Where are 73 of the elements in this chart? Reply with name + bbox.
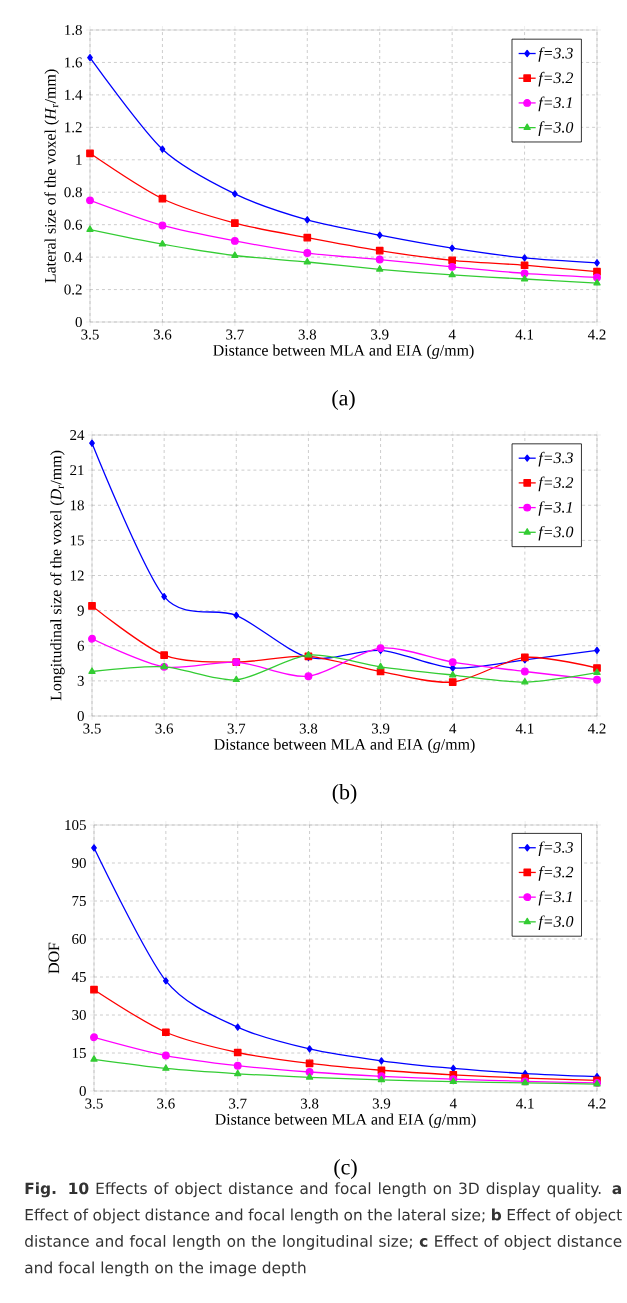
y-tick-label: 9: [77, 605, 84, 616]
y-tick-label: 15: [70, 535, 84, 546]
y-axis-title: Lateral size of the voxel (H$_{r}$/mm): [44, 69, 59, 283]
y-tick-label: 90: [72, 857, 86, 869]
x-tick-label: 3.5: [83, 723, 101, 734]
legend-label: f=3.2: [538, 476, 574, 492]
x-tick-label: 4.1: [515, 723, 534, 734]
y-tick-label: 30: [72, 1009, 86, 1021]
y-tick-label: 1.6: [65, 57, 83, 68]
x-tick-label: 3.8: [299, 723, 318, 734]
y-tick-label: 24: [70, 430, 85, 440]
text: Fig. 10 Effects of object distance and focal length on 3D display quality. a Effect of object distance and focal length on the lateral size; b Effect of object distance and focal length on the longitudinal size; c Effect of object distance and focal length on the image depth: [25, 1182, 622, 1277]
legend-label: f=3.3: [538, 841, 573, 856]
y-tick-label: 15: [72, 1048, 86, 1059]
x-tick-label: 4.2: [587, 329, 606, 340]
x-tick-label: 4.1: [515, 329, 534, 340]
x-tick-label: 3.7: [226, 329, 244, 340]
y-tick-label: 18: [70, 500, 84, 511]
x-tick-label: 3.6: [157, 1098, 175, 1109]
y-axis-title: Longitudinal size of the voxel (D$_{r}$/mm): [50, 450, 65, 701]
text: (c): [334, 1159, 357, 1179]
x-tick-label: 3.7: [229, 1098, 247, 1109]
y-tick-label: 60: [72, 933, 86, 945]
x-tick-label: 3.9: [372, 1098, 391, 1109]
legend-label: f=3.2: [538, 866, 574, 881]
y-tick-label: 12: [70, 570, 84, 581]
y-tick-label: 0: [77, 710, 84, 722]
legend-label: f=3.0: [538, 525, 574, 541]
x-axis-title: Distance between MLA and EIA (g/mm): [214, 738, 475, 753]
y-tick-label: 21: [70, 465, 84, 476]
y-tick-label: 1.8: [65, 24, 82, 36]
y-tick-label: 0: [75, 316, 82, 328]
text: (a): [332, 390, 355, 410]
y-tick-label: 1: [76, 154, 82, 165]
y-tick-label: 105: [65, 819, 86, 831]
x-tick-label: 4.2: [587, 723, 606, 734]
x-tick-label: 3.6: [155, 723, 174, 734]
y-tick-label: 3: [77, 675, 84, 686]
x-tick-label: 4.1: [516, 1098, 534, 1109]
x-tick-label: 4.2: [587, 1098, 606, 1109]
legend-label: f=3.2: [538, 71, 574, 87]
y-axis-title: DOF: [48, 942, 60, 974]
legend-label: f=3.1: [538, 96, 572, 112]
x-tick-label: 3.5: [85, 1098, 103, 1109]
legend-label: f=3.1: [538, 890, 572, 906]
x-tick-label: 3.8: [298, 329, 317, 340]
x-axis-title: Distance between MLA and EIA (g/mm): [213, 344, 474, 359]
x-tick-label: 4: [449, 723, 457, 734]
y-tick-label: 0.2: [64, 284, 82, 295]
legend-label: f=3.1: [538, 501, 572, 516]
x-tick-label: 3.8: [300, 1098, 319, 1109]
x-axis-title: Distance between MLA and EIA (g/mm): [215, 1113, 476, 1128]
x-tick-label: 3.9: [371, 723, 390, 734]
legend-label: f=3.0: [538, 121, 574, 136]
legend-label: f=3.3: [538, 47, 573, 62]
y-tick-label: 0.8: [64, 187, 82, 198]
y-tick-label: 45: [71, 972, 86, 982]
x-tick-label: 3.5: [81, 329, 99, 340]
x-tick-label: 4: [448, 329, 456, 340]
x-tick-label: 3.7: [227, 723, 246, 734]
text: (b): [332, 784, 357, 804]
x-tick-label: 4: [449, 1098, 457, 1109]
y-tick-label: 0.6: [64, 219, 83, 230]
y-tick-label: 6: [77, 640, 85, 651]
x-tick-label: 3.6: [153, 329, 172, 340]
legend-label: f=3.0: [538, 915, 574, 931]
legend-label: f=3.3: [538, 451, 573, 467]
y-tick-label: 0: [79, 1085, 86, 1097]
y-tick-label: 0.4: [64, 252, 83, 263]
y-tick-label: 1.4: [65, 89, 83, 100]
y-tick-label: 1.2: [65, 122, 82, 133]
x-tick-label: 3.9: [371, 329, 389, 340]
y-tick-label: 75: [72, 896, 86, 906]
